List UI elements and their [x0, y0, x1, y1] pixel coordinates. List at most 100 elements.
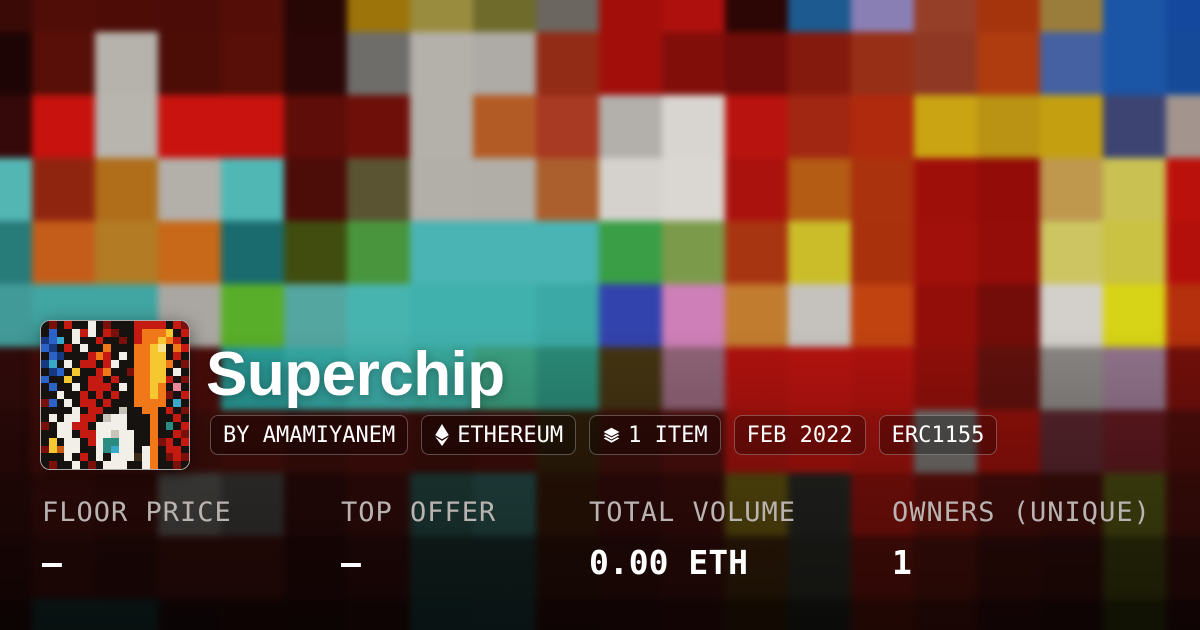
mosaic-cell: [788, 221, 851, 284]
mosaic-cell: [284, 410, 347, 473]
mosaic-cell: [788, 158, 851, 221]
badge-standard[interactable]: ERC1155: [878, 415, 998, 455]
thumbnail-pixel: [48, 336, 57, 345]
thumbnail-pixel: [173, 321, 182, 329]
thumbnail-pixel: [181, 398, 189, 407]
mosaic-cell: [536, 32, 599, 95]
thumbnail-pixel: [157, 398, 166, 407]
thumbnail-pixel: [48, 321, 57, 329]
thumbnail-pixel: [134, 437, 143, 446]
mosaic-cell: [725, 32, 788, 95]
thumbnail-pixel: [157, 414, 166, 423]
mosaic-cell: [0, 95, 32, 158]
thumbnail-pixel: [41, 437, 49, 446]
thumbnail-pixel: [95, 359, 104, 368]
mosaic-cell: [725, 347, 788, 410]
mosaic-cell: [221, 347, 284, 410]
stat-label: TOTAL VOLUME: [589, 497, 797, 528]
thumbnail-pixel: [95, 430, 104, 438]
badge-chain[interactable]: ETHEREUM: [421, 415, 577, 455]
mosaic-cell: [473, 410, 536, 473]
mosaic-cell: [347, 347, 410, 410]
mosaic-cell: [32, 158, 95, 221]
mosaic-cell: [221, 95, 284, 158]
thumbnail-pixel: [142, 461, 151, 469]
mosaic-cell: [32, 32, 95, 95]
thumbnail-pixel: [165, 391, 174, 399]
thumbnail-pixel: [134, 375, 143, 384]
thumbnail-pixel: [173, 461, 182, 469]
mosaic-cell: [599, 158, 662, 221]
mosaic-cell: [536, 536, 599, 599]
stat-value: –: [42, 543, 62, 582]
thumbnail-pixel: [165, 352, 174, 360]
thumbnail-pixel: [157, 437, 166, 446]
thumbnail-pixel: [79, 375, 88, 384]
mosaic-cell: [1103, 410, 1166, 473]
mosaic-cell: [788, 32, 851, 95]
mosaic-cell: [95, 473, 158, 536]
thumbnail-pixel: [95, 445, 104, 454]
badge-minted[interactable]: FEB 2022: [733, 415, 866, 455]
thumbnail-pixel: [111, 359, 119, 368]
mosaic-cell: [599, 473, 662, 536]
thumbnail-pixel: [41, 398, 49, 407]
thumbnail-pixel: [111, 437, 119, 446]
thumbnail-pixel: [48, 461, 57, 469]
mosaic-cell: [536, 410, 599, 473]
mosaic-cell: [1103, 158, 1166, 221]
mosaic-cell: [1040, 410, 1103, 473]
mosaic-cell: [1103, 221, 1166, 284]
mosaic-cell: [662, 0, 725, 32]
thumbnail-pixel: [150, 383, 158, 392]
thumbnail-pixel: [56, 383, 65, 392]
badge-items[interactable]: 1 ITEM: [589, 415, 721, 455]
badge-label: 1 ITEM: [628, 422, 708, 448]
mosaic-cell: [473, 95, 536, 158]
thumbnail-pixel: [87, 383, 96, 392]
thumbnail-pixel: [150, 430, 158, 438]
thumbnail-pixel: [111, 336, 119, 345]
thumbnail-pixel: [48, 391, 57, 399]
mosaic-cell: [284, 473, 347, 536]
thumbnail-pixel: [64, 367, 73, 376]
mosaic-cell: [284, 0, 347, 32]
thumbnail-pixel: [87, 453, 96, 462]
thumbnail-pixel: [64, 445, 73, 454]
thumbnail-pixel: [56, 422, 65, 431]
thumbnail-pixel: [56, 367, 65, 376]
thumbnail-pixel: [56, 375, 65, 384]
thumbnail-pixel: [157, 375, 166, 384]
mosaic-cell: [851, 95, 914, 158]
mosaic-cell: [1040, 158, 1103, 221]
thumbnail-pixel: [126, 328, 135, 337]
mosaic-cell: [788, 0, 851, 32]
thumbnail-pixel: [95, 383, 104, 392]
stat-label: FLOOR PRICE: [42, 497, 232, 528]
mosaic-cell: [221, 410, 284, 473]
mosaic-cell: [473, 284, 536, 347]
badge-creator[interactable]: BY AMAMIYANEM: [210, 415, 409, 455]
mosaic-cell: [0, 284, 32, 347]
mosaic-cell: [347, 32, 410, 95]
thumbnail-pixel: [87, 391, 96, 399]
thumbnail-pixel: [103, 336, 112, 345]
thumbnail-pixel: [157, 321, 166, 329]
thumbnail-pixel: [41, 321, 49, 329]
mosaic-cell: [662, 284, 725, 347]
mosaic-cell: [536, 473, 599, 536]
mosaic-cell: [599, 599, 662, 630]
layers-icon: [603, 427, 620, 443]
mosaic-cell: [599, 32, 662, 95]
thumbnail-pixel: [103, 398, 112, 407]
thumbnail-pixel: [64, 375, 73, 384]
mosaic-cell: [95, 0, 158, 32]
thumbnail-pixel: [41, 453, 49, 462]
thumbnail-pixel: [72, 359, 80, 368]
badge-label: ETHEREUM: [457, 422, 564, 448]
thumbnail-pixel: [126, 344, 135, 353]
thumbnail-pixel: [165, 445, 174, 454]
mosaic-cell: [1166, 284, 1200, 347]
thumbnail-pixel: [103, 430, 112, 438]
thumbnail-pixel: [48, 352, 57, 360]
